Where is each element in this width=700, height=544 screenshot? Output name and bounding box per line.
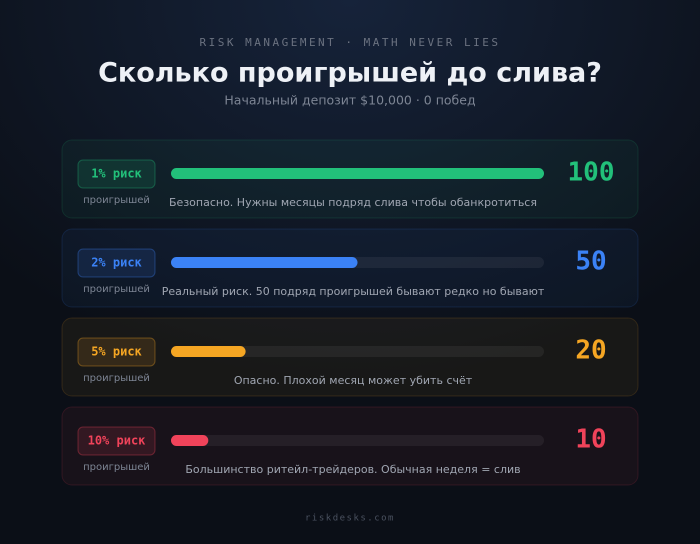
unit-label: проигрышей <box>83 284 150 295</box>
bar-track <box>171 435 544 446</box>
risk-badge <box>77 426 156 456</box>
subtitle: Начальный депозит $10,000 · 0 побед <box>224 93 475 108</box>
card <box>61 317 639 397</box>
bar <box>171 168 544 179</box>
risk-label: 10% риск <box>88 434 147 448</box>
value-label: 20 <box>575 336 606 366</box>
unit-label: проигрышей <box>83 373 150 384</box>
risk-badge <box>77 159 156 189</box>
unit-label: проигрышей <box>83 195 150 206</box>
value-label: 10 <box>575 425 606 455</box>
risk-label: 1% риск <box>91 167 142 181</box>
value-label: 100 <box>568 158 615 188</box>
note: Безопасно. Нужны месяцы подряд слива что… <box>169 196 537 209</box>
risk-badge <box>77 337 156 367</box>
value-label: 50 <box>575 247 606 277</box>
bar-track <box>171 346 544 357</box>
risk-badge <box>77 248 156 278</box>
chart-title: Сколько проигрышей до слива? <box>98 58 602 89</box>
risk-label: 2% риск <box>91 256 142 270</box>
unit-label: проигрышей <box>83 462 150 473</box>
footer: riskdesks.com <box>305 514 395 524</box>
risk-label: 5% риск <box>91 345 142 359</box>
bar <box>171 346 246 357</box>
bar <box>171 435 209 446</box>
note: Большинство ритейл-трейдеров. Обычная не… <box>185 463 520 476</box>
note: Реальный риск. 50 подряд проигрышей быва… <box>162 285 545 298</box>
eyebrow: RISK MANAGEMENT · MATH NEVER LIES <box>199 36 500 49</box>
bar <box>171 257 358 268</box>
card <box>61 406 639 486</box>
note: Опасно. Плохой месяц может убить счёт <box>234 374 473 387</box>
